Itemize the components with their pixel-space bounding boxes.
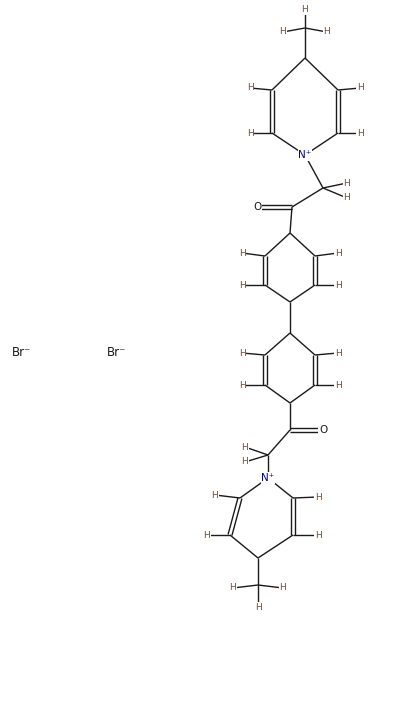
Text: H: H bbox=[247, 128, 253, 137]
Text: O: O bbox=[253, 202, 261, 212]
Text: H: H bbox=[211, 491, 218, 500]
Text: H: H bbox=[335, 248, 341, 257]
Text: H: H bbox=[357, 128, 364, 137]
Text: N⁺: N⁺ bbox=[261, 473, 274, 483]
Text: H: H bbox=[344, 193, 350, 202]
Text: H: H bbox=[239, 248, 246, 257]
Text: H: H bbox=[239, 381, 246, 389]
Text: H: H bbox=[302, 6, 308, 15]
Text: H: H bbox=[204, 530, 210, 539]
Text: H: H bbox=[280, 27, 286, 37]
Text: Br⁻: Br⁻ bbox=[12, 346, 31, 360]
Text: H: H bbox=[335, 281, 341, 290]
Text: N⁺: N⁺ bbox=[298, 150, 312, 160]
Text: H: H bbox=[247, 83, 253, 92]
Text: H: H bbox=[239, 348, 246, 357]
Text: H: H bbox=[315, 493, 322, 501]
Text: H: H bbox=[230, 584, 236, 592]
Text: H: H bbox=[280, 584, 286, 592]
Text: H: H bbox=[255, 603, 261, 611]
Text: H: H bbox=[324, 27, 330, 37]
Text: O: O bbox=[319, 425, 327, 435]
Text: H: H bbox=[357, 83, 364, 92]
Text: H: H bbox=[242, 458, 248, 467]
Text: H: H bbox=[239, 281, 246, 290]
Text: H: H bbox=[335, 348, 341, 357]
Text: H: H bbox=[344, 178, 350, 188]
Text: H: H bbox=[315, 530, 322, 539]
Text: H: H bbox=[335, 381, 341, 389]
Text: Br⁻: Br⁻ bbox=[107, 346, 126, 360]
Text: H: H bbox=[242, 443, 248, 451]
